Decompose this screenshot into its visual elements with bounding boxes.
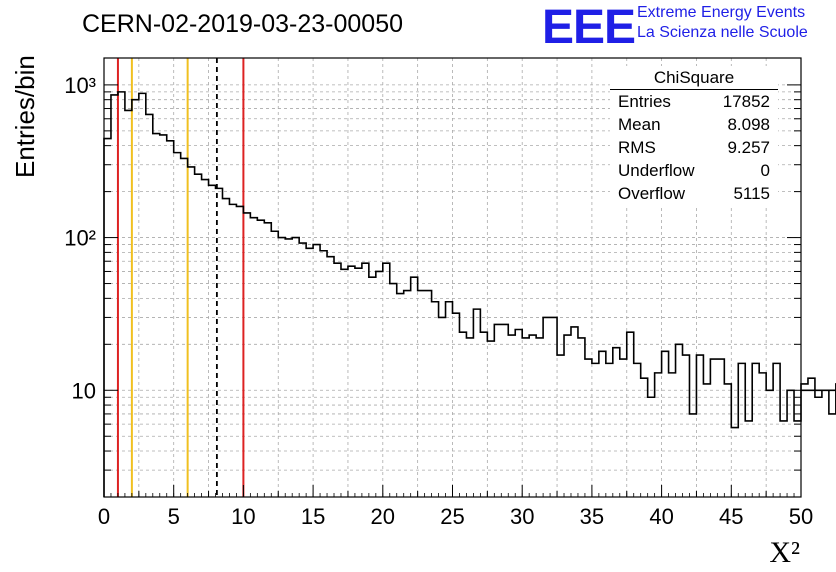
stats-row-value: 0 <box>760 161 770 180</box>
y-tick-label: 10³ <box>64 73 96 98</box>
stats-row-label: RMS <box>618 138 656 157</box>
x-tick-label: 40 <box>649 504 673 529</box>
histogram-step-line <box>103 91 836 497</box>
stats-row-label: Overflow <box>618 184 686 203</box>
x-tick-label: 30 <box>510 504 534 529</box>
x-tick-label: 5 <box>168 504 180 529</box>
x-tick-label: 35 <box>580 504 604 529</box>
x-axis-label: X² <box>769 536 800 569</box>
axis-ticks <box>103 84 802 498</box>
stats-row: Underflow 0 <box>610 159 778 182</box>
x-tick-label: 10 <box>231 504 255 529</box>
stats-row-value: 5115 <box>733 184 770 203</box>
y-axis-label: Entries/bin <box>10 55 40 178</box>
y-tick-label: 10 <box>72 378 96 403</box>
stats-row-label: Entries <box>618 92 671 111</box>
stats-box: ChiSquare Entries 17852 Mean 8.098 RMS 9.257 U… <box>610 66 778 205</box>
eee-logo: EEE <box>542 1 636 54</box>
stats-name: ChiSquare <box>653 68 735 87</box>
stats-row: Entries 17852 <box>610 90 778 113</box>
grid-lines <box>104 58 801 498</box>
x-tick-label: 50 <box>789 504 813 529</box>
x-tick-label: 25 <box>440 504 464 529</box>
stats-row-label: Mean <box>618 115 661 134</box>
stats-row: RMS 9.257 <box>610 136 778 159</box>
x-tick-label: 0 <box>98 504 110 529</box>
stats-divider <box>610 89 778 90</box>
y-tick-label: 10² <box>64 226 96 251</box>
stats-row: Overflow 5115 <box>610 182 778 205</box>
stats-rows: Entries 17852 Mean 8.098 RMS 9.257 Underflow 0 O… <box>610 90 778 205</box>
logo-subtitle-line1: Extreme Energy Events <box>637 4 806 21</box>
stats-row: Mean 8.098 <box>610 113 778 136</box>
stats-row-value: 8.098 <box>727 115 770 134</box>
chart-title: CERN-02-2019-03-23-00050 <box>82 10 404 38</box>
x-tick-label: 20 <box>371 504 395 529</box>
x-tick-label: 15 <box>301 504 325 529</box>
x-tick-label: 45 <box>719 504 743 529</box>
tick-labels: 0 5 10 15 20 25 30 35 40 45 50 10 10² 10³ <box>64 73 813 529</box>
stats-row-value: 9.257 <box>727 138 770 157</box>
logo-subtitle-line2: La Scienza nelle Scuole <box>637 24 808 41</box>
stats-row-label: Underflow <box>618 161 695 180</box>
histogram-bars <box>103 91 836 497</box>
stats-row-value: 17852 <box>722 92 770 111</box>
marker-lines <box>116 58 245 497</box>
